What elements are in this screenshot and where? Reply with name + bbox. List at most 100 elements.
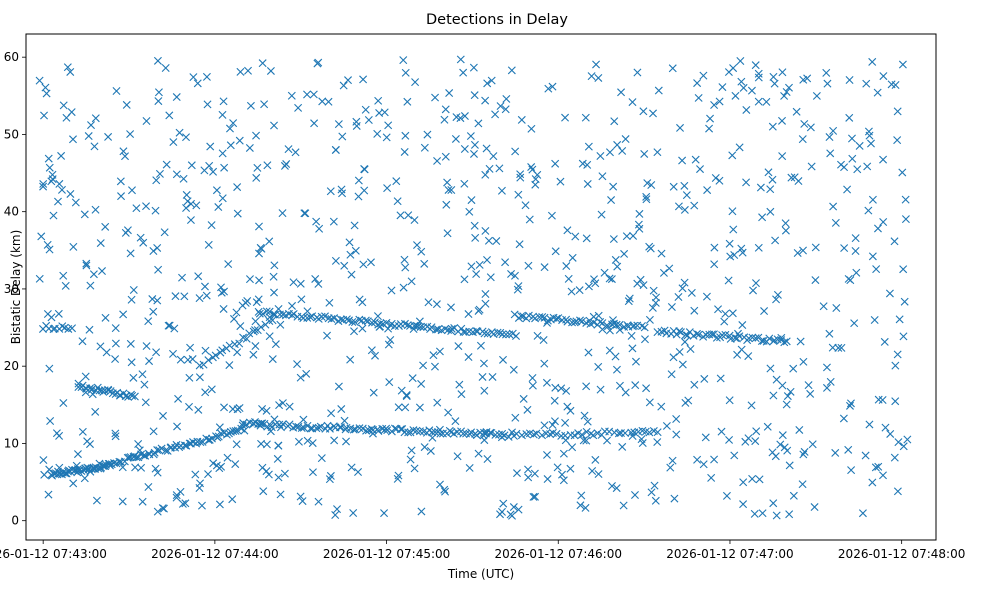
data-point [94,464,103,473]
data-point [780,443,789,452]
data-point [333,505,342,514]
data-point [699,71,708,80]
data-point [843,185,852,194]
data-point [614,429,623,438]
data-point [785,461,794,470]
data-point [785,510,794,519]
data-point [222,430,231,439]
data-point [262,406,271,415]
data-point [783,446,792,455]
data-point [482,144,491,153]
data-point [870,315,879,324]
data-point [899,265,908,274]
data-point [799,357,808,366]
y-tick-label: 50 [4,127,19,141]
data-point [640,323,649,332]
data-point [901,195,910,204]
data-point [243,296,252,305]
data-point [236,67,245,76]
data-point [111,432,120,441]
data-point [645,242,654,251]
data-point [550,417,559,426]
data-point [223,453,232,462]
data-point [246,101,255,110]
data-point [411,78,420,87]
data-point [224,260,233,269]
data-point [731,334,740,343]
data-point [45,245,54,254]
data-point [725,435,734,444]
data-point [861,451,870,460]
data-point [82,261,91,270]
data-point [194,272,203,281]
data-point [178,499,187,508]
data-point [288,301,297,310]
data-point [200,282,209,291]
data-point [252,131,261,140]
data-point [760,307,769,316]
data-point [498,330,507,339]
data-point [413,322,422,331]
data-point [475,260,484,269]
data-point [309,90,318,99]
data-point [278,399,287,408]
data-point [311,274,320,283]
data-point [903,435,912,444]
data-point [452,113,461,122]
data-point [739,478,748,487]
data-point [693,79,702,88]
data-point [512,429,521,438]
data-point [191,470,200,479]
data-point [511,271,519,280]
data-point [479,359,488,368]
data-point [781,226,790,235]
data-point [151,464,160,473]
data-point [553,463,562,472]
data-point [239,419,248,428]
data-point [346,355,355,364]
data-point [219,304,228,313]
data-point [472,270,481,279]
data-point [200,166,209,175]
data-point [479,428,488,437]
data-point [622,232,631,241]
data-point [289,309,298,318]
data-point [796,337,805,346]
data-point [82,259,91,268]
data-point [873,88,882,97]
data-point [302,369,311,378]
data-point [363,317,372,326]
data-point [659,268,668,277]
data-point [350,318,359,327]
data-point [280,161,289,170]
data-point [642,192,651,201]
data-point [699,460,708,469]
data-point [118,497,127,506]
data-point [736,57,745,66]
data-point [525,215,534,224]
data-point [690,380,699,389]
data-point [799,246,808,255]
data-point [684,396,693,405]
data-point [186,343,195,352]
data-point [754,243,763,252]
data-point [527,124,536,133]
data-point [521,201,530,210]
data-point [650,481,659,490]
data-point [706,114,715,123]
data-point [429,351,438,360]
data-point [596,317,605,326]
data-point [354,176,363,185]
data-point [131,463,140,472]
data-point [484,236,493,245]
data-point [74,383,83,392]
data-point [502,94,511,103]
data-point [258,59,267,68]
data-point [312,424,321,433]
data-point [682,191,691,200]
data-point [891,397,900,406]
data-point [552,429,561,438]
data-point [383,426,392,435]
data-point [476,341,485,350]
data-point [44,490,53,499]
